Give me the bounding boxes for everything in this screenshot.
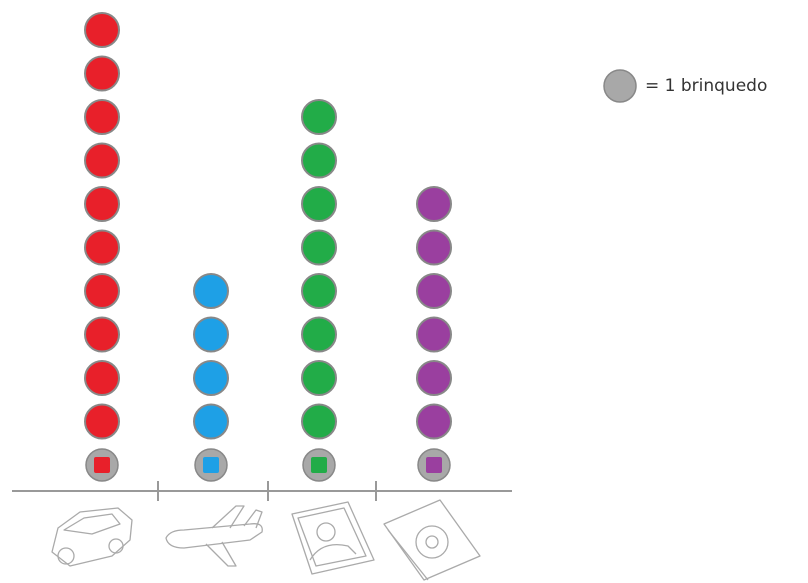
pictogram [84, 186, 120, 222]
legend-label: = 1 brinquedo [645, 76, 767, 96]
pictogram [84, 99, 120, 135]
car-icon [51, 507, 133, 567]
pictogram [193, 273, 229, 309]
puzzle-piece [311, 457, 327, 473]
pictogram [84, 403, 120, 440]
plane-icon [165, 505, 263, 567]
pictogram [301, 99, 337, 135]
pictogram [301, 142, 337, 179]
pictogram [416, 360, 452, 396]
pictogram [84, 273, 120, 309]
pictogram [301, 360, 337, 396]
puzzle-piece [426, 457, 442, 473]
pictogram [301, 229, 337, 266]
photo-icon [291, 501, 375, 575]
pictogram [416, 229, 452, 266]
pictogram [84, 55, 120, 92]
pictogram [301, 316, 337, 353]
pictogram [301, 186, 337, 222]
pictogram [193, 316, 229, 353]
pictogram [193, 403, 229, 440]
pictogram [84, 360, 120, 396]
cd-icon [383, 499, 481, 581]
puzzle-piece [94, 457, 110, 473]
pictogram [84, 12, 120, 48]
pictogram [416, 403, 452, 440]
pictogram [84, 229, 120, 266]
pictogram [84, 316, 120, 353]
pictogram [84, 142, 120, 179]
pictogram [301, 403, 337, 440]
pictogram [416, 273, 452, 309]
pictogram [416, 186, 452, 222]
legend-symbol [603, 69, 637, 103]
pictogram [193, 360, 229, 396]
pictogram [301, 273, 337, 309]
pictogram [416, 316, 452, 353]
puzzle-piece [203, 457, 219, 473]
